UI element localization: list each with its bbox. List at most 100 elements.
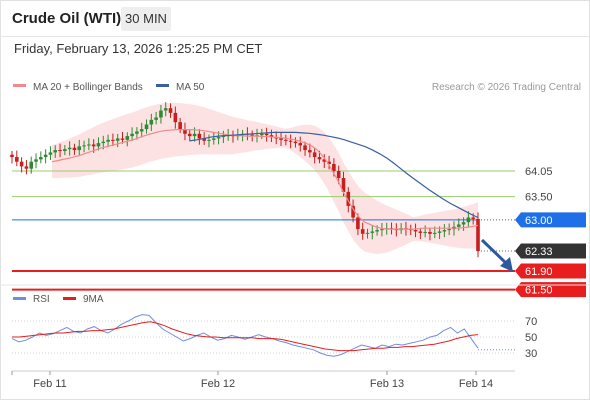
candle-body [106, 139, 110, 142]
rsi-legend-swatch [13, 297, 26, 300]
candle-body [29, 161, 34, 169]
candle-body [178, 122, 182, 130]
candle-body [284, 139, 288, 141]
candle-body [447, 229, 451, 231]
candle-body [356, 217, 360, 230]
candle-body [101, 141, 106, 144]
bollinger-band [52, 102, 478, 254]
price-badge-62-33 [515, 243, 586, 259]
candle-body [216, 137, 221, 139]
candle-body [264, 133, 269, 136]
x-tick-label: Feb 12 [201, 378, 235, 390]
price-label-64-05: 64.05 [525, 166, 553, 178]
rsi-legend-label: RSI [33, 294, 50, 305]
candle-body [437, 231, 442, 233]
candle-body [58, 150, 62, 152]
candle-body [197, 133, 202, 139]
candle-body [91, 144, 96, 147]
candle-body [173, 112, 178, 123]
candle-body [466, 217, 471, 223]
candle-body [72, 147, 77, 151]
candle-body [298, 143, 303, 146]
candle-body [312, 152, 317, 158]
price-label-63-00: 63.00 [525, 215, 553, 227]
candle-body [476, 218, 480, 251]
candle-body [120, 138, 125, 140]
candle-body [183, 129, 187, 134]
ma50-line [189, 131, 479, 219]
candle-body [48, 152, 53, 155]
candle-body [279, 138, 283, 140]
candle-body [67, 147, 72, 150]
candle-body [250, 134, 255, 137]
timeframe-button[interactable]: 30 MIN [121, 7, 171, 31]
candle-body [365, 232, 370, 234]
candle-body [293, 141, 298, 144]
candle-body [432, 232, 437, 234]
candle-body [221, 136, 226, 138]
candle-body [207, 139, 211, 141]
ma20-line [51, 129, 479, 230]
candle-body [456, 224, 461, 227]
candle-body [341, 177, 346, 192]
candle-body [53, 150, 58, 153]
candle-body [327, 161, 331, 165]
candle-body [471, 217, 475, 219]
rsi-line [11, 314, 479, 357]
candle-body [202, 138, 206, 141]
candle-body [149, 119, 154, 125]
candle-body [96, 143, 101, 147]
x-tick-label: Feb 13 [370, 378, 404, 390]
candle-body [111, 139, 115, 141]
candle-body [168, 108, 173, 113]
candle-body [423, 231, 427, 233]
candle-body [87, 144, 91, 146]
candle-body [428, 231, 432, 234]
candle-body [39, 157, 43, 160]
candle-body [34, 159, 38, 162]
candle-body [125, 136, 130, 140]
credit-text: Research © 2026 Trading Central [432, 82, 581, 93]
candle-body [10, 154, 14, 158]
candle-body [135, 131, 139, 134]
price-label-62-33: 62.33 [525, 246, 553, 258]
rsi-legend-swatch [63, 297, 76, 300]
candle-body [317, 157, 322, 160]
candle-body [351, 205, 355, 218]
price-label-61-90: 61.90 [525, 266, 553, 278]
candle-body [332, 164, 336, 171]
candle-body [144, 124, 149, 130]
candle-body [159, 110, 163, 118]
candle-body [163, 108, 168, 111]
x-tick-label: Feb 11 [33, 378, 66, 390]
candle-body [346, 191, 351, 206]
candle-body [413, 230, 418, 232]
candle-body [192, 133, 197, 137]
candle-body [43, 154, 48, 158]
candle-body [77, 146, 82, 151]
legend-label: MA 20 + Bollinger Bands [33, 82, 143, 93]
price-label-61-50: 61.50 [525, 285, 553, 297]
candle-body [288, 140, 293, 142]
candle-body [418, 231, 423, 233]
rsi-tick-30: 30 [525, 348, 537, 360]
candle-body [260, 133, 264, 136]
candle-body [139, 129, 144, 132]
candle-body [375, 230, 379, 232]
timestamp: Friday, February 13, 2026 1:25:25 PM CET [14, 41, 263, 56]
rsi-legend-label: 9MA [83, 294, 104, 305]
legend-swatch [13, 84, 26, 87]
candle-body [360, 229, 365, 234]
price-label-63-50: 63.50 [525, 192, 553, 204]
rsi-tick-50: 50 [525, 332, 537, 344]
candle-body [63, 149, 67, 151]
candle-body [380, 229, 384, 231]
candle-body [442, 230, 447, 232]
price-badge-61-90 [515, 263, 586, 279]
candle-body [269, 135, 274, 138]
forecast-arrow-shaft [480, 238, 510, 267]
candle-body [24, 166, 29, 169]
candle-body [308, 150, 312, 153]
price-badge-63-00 [515, 212, 586, 228]
